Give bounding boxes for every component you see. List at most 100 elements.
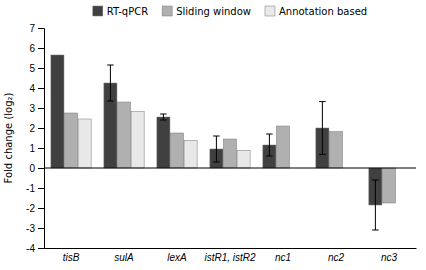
- tick-label: 0: [29, 163, 35, 174]
- tick-mark: [38, 68, 44, 69]
- tick-label: nc3: [381, 252, 398, 263]
- tick-label: tisB: [63, 252, 80, 263]
- tick-label: -3: [26, 223, 35, 234]
- x-tick: nc3: [381, 248, 398, 263]
- tick-mark: [38, 208, 44, 209]
- y-tick: 1: [29, 143, 44, 154]
- tick-label: istR1, istR2: [204, 252, 256, 263]
- legend-swatch: [93, 6, 103, 16]
- tick-mark: [38, 188, 44, 189]
- bar: [170, 133, 183, 168]
- axis-line: [45, 248, 417, 249]
- error-cap: [266, 156, 273, 157]
- error-line: [269, 134, 270, 156]
- y-tick: 5: [29, 63, 44, 74]
- error-line: [110, 65, 111, 101]
- bar: [184, 140, 197, 168]
- error-cap: [160, 114, 167, 115]
- y-tick: 7: [29, 23, 44, 34]
- error-bar: [107, 65, 114, 101]
- tick-mark: [38, 228, 44, 229]
- error-cap: [213, 136, 220, 137]
- baseline: [44, 168, 416, 169]
- error-cap: [319, 154, 326, 155]
- y-tick: -2: [26, 203, 44, 214]
- y-tick: -3: [26, 223, 44, 234]
- legend-item: RT-qPCR: [93, 6, 148, 17]
- tick-label: 5: [29, 63, 35, 74]
- tick-label: 3: [29, 103, 35, 114]
- tick-label: 4: [29, 83, 35, 94]
- bar: [382, 168, 395, 203]
- marks: [51, 55, 396, 230]
- legend-swatch: [162, 6, 172, 16]
- error-cap: [107, 65, 114, 66]
- tick-mark: [38, 168, 44, 169]
- error-cap: [266, 134, 273, 135]
- bar-series: [64, 102, 395, 203]
- y-tick: -1: [26, 183, 44, 194]
- tick-label: lexA: [167, 252, 187, 263]
- bar: [51, 55, 64, 168]
- error-bar: [319, 102, 326, 155]
- bar-series: [78, 112, 250, 168]
- legend-swatch: [265, 6, 275, 16]
- x-tick: istR1, istR2: [204, 248, 256, 263]
- tick-label: 7: [29, 23, 35, 34]
- error-line: [322, 102, 323, 155]
- error-bar: [372, 180, 379, 230]
- tick-label: 2: [29, 123, 35, 134]
- y-tick: 2: [29, 123, 44, 134]
- error-line: [163, 114, 164, 120]
- tick-mark: [38, 128, 44, 129]
- bar: [223, 139, 236, 168]
- chart: -4 -3 -2 -1 0 1 2 3 4 5 6 7 tisB sulA lexA istR1, istR2…: [0, 0, 426, 270]
- x-tick: lexA: [167, 248, 187, 263]
- error-line: [375, 180, 376, 230]
- tick-mark: [38, 88, 44, 89]
- tick-label: -2: [26, 203, 35, 214]
- bar: [78, 119, 91, 168]
- error-cap: [372, 180, 379, 181]
- error-line: [216, 136, 217, 162]
- bar: [64, 113, 77, 168]
- error-bars: [107, 65, 378, 230]
- tick-label: nc2: [328, 252, 345, 263]
- tick-mark: [38, 148, 44, 149]
- y-tick: 4: [29, 83, 44, 94]
- x-tick: nc1: [275, 248, 291, 263]
- tick-mark: [38, 248, 44, 249]
- y-axis: -4 -3 -2 -1 0 1 2 3 4 5 6 7: [26, 23, 44, 254]
- error-cap: [213, 162, 220, 163]
- x-axis: tisB sulA lexA istR1, istR2 nc1 nc2 nc3: [45, 248, 417, 263]
- legend-label: Annotation based: [279, 6, 367, 17]
- y-axis-label: Fold change (log₂): [3, 92, 14, 183]
- bar: [157, 117, 170, 168]
- x-tick: nc2: [328, 248, 345, 263]
- error-bar: [266, 134, 273, 156]
- error-cap: [107, 101, 114, 102]
- tick-label: 1: [29, 143, 35, 154]
- legend-item: Annotation based: [265, 6, 367, 17]
- error-cap: [372, 230, 379, 231]
- error-cap: [319, 101, 326, 102]
- bar-series: [51, 55, 382, 205]
- bar: [237, 150, 250, 168]
- y-tick: 0: [29, 163, 44, 174]
- x-tick: tisB: [63, 248, 80, 263]
- y-tick: 6: [29, 43, 44, 54]
- plot: -4 -3 -2 -1 0 1 2 3 4 5 6 7 tisB sulA lexA istR1, istR2…: [26, 23, 416, 263]
- legend-item: Sliding window: [162, 6, 251, 17]
- x-tick: sulA: [114, 248, 134, 263]
- tick-label: -4: [26, 243, 35, 254]
- axis-line: [38, 29, 45, 249]
- legend-label: Sliding window: [176, 6, 251, 17]
- y-tick: 3: [29, 103, 44, 114]
- legend-label: RT-qPCR: [107, 6, 148, 17]
- error-cap: [160, 120, 167, 121]
- error-bar: [160, 114, 167, 120]
- tick-label: 6: [29, 43, 35, 54]
- error-bar: [213, 136, 220, 162]
- legend: RT-qPCR Sliding window Annotation based: [93, 6, 367, 17]
- tick-label: nc1: [275, 252, 291, 263]
